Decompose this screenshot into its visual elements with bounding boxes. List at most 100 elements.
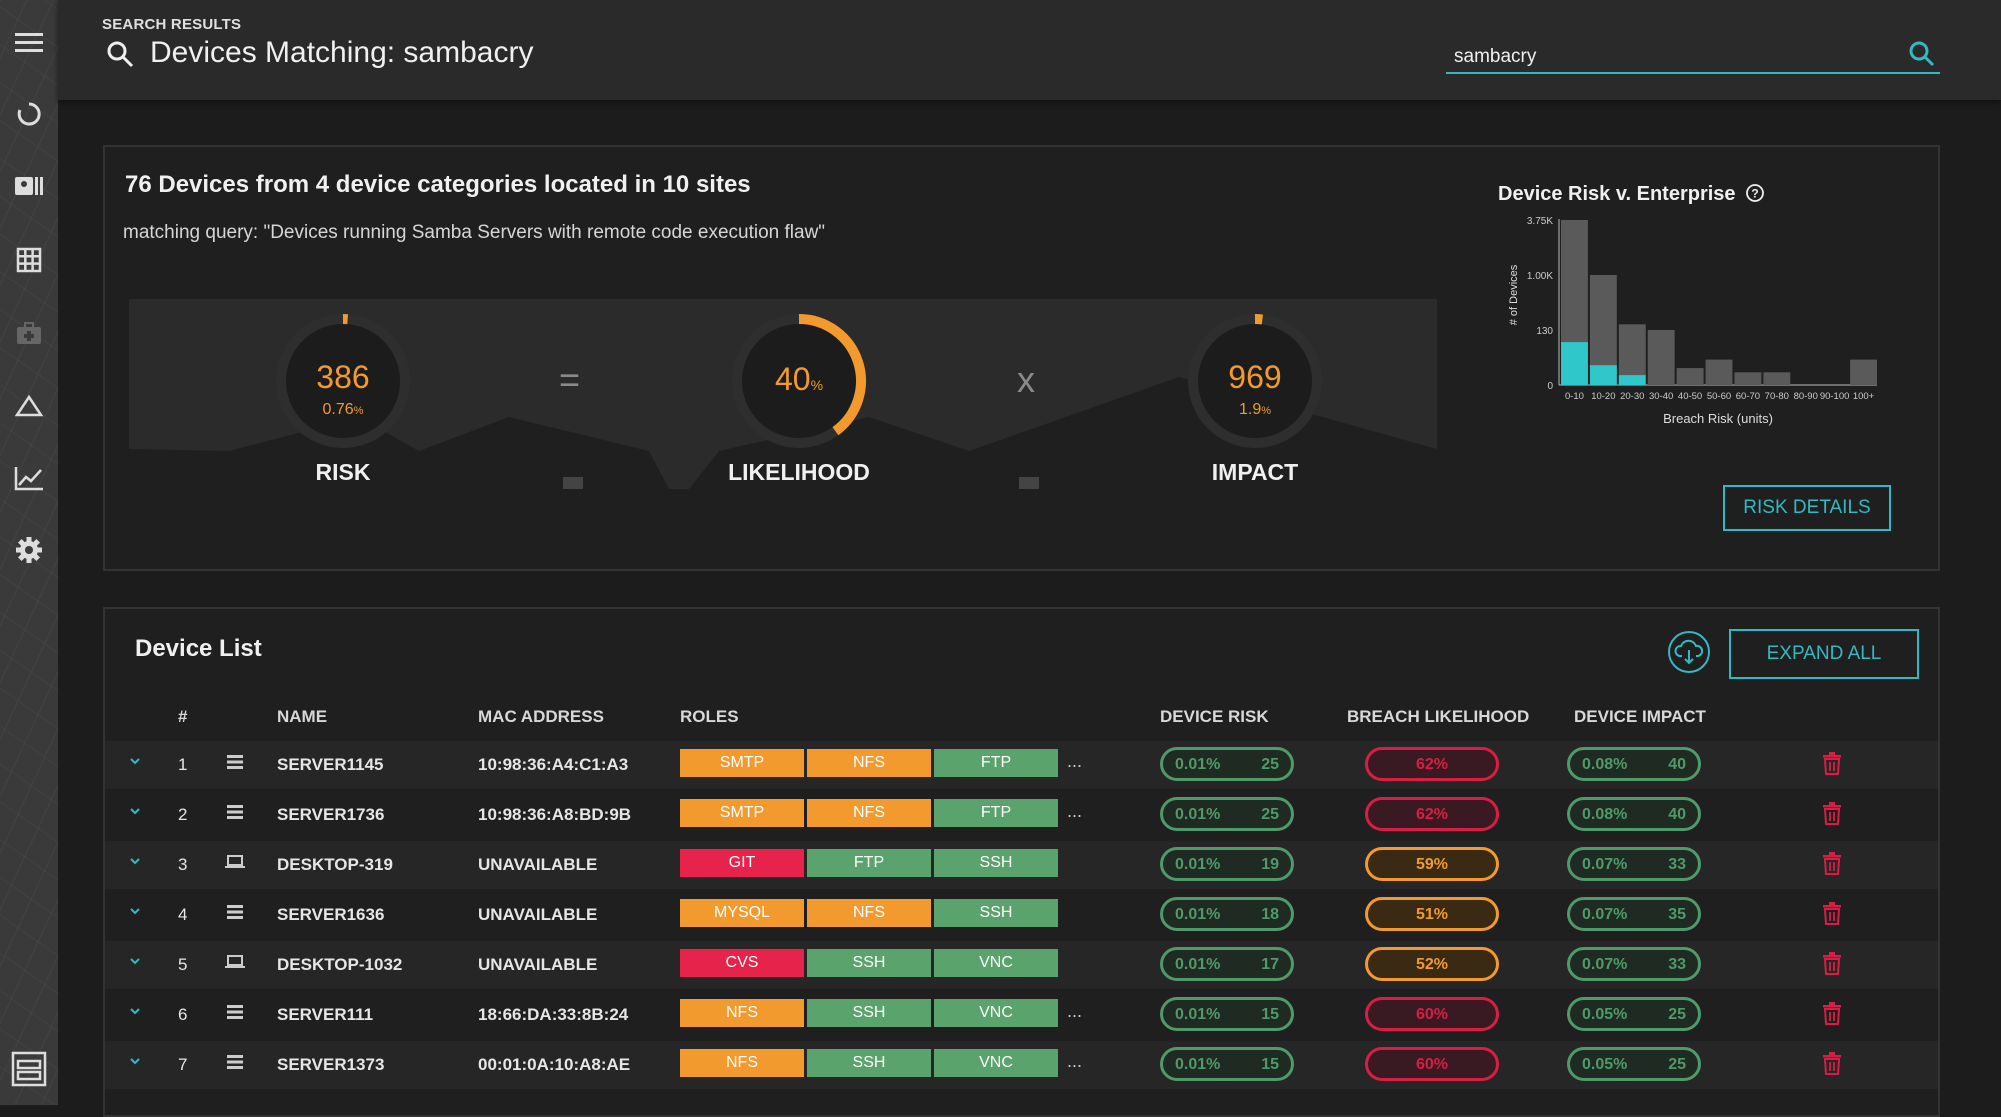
column-header-breach-likelihood[interactable]: BREACH LIKELIHOOD xyxy=(1347,707,1529,727)
more-roles[interactable]: ... xyxy=(1067,751,1082,772)
role-tag[interactable]: SSH xyxy=(934,899,1058,927)
role-tag[interactable]: FTP xyxy=(934,749,1058,777)
more-roles[interactable]: ... xyxy=(1067,1001,1082,1022)
expand-all-button[interactable]: EXPAND ALL xyxy=(1729,629,1919,679)
device-impact-value: 35 xyxy=(1668,906,1686,924)
device-impact-percent: 0.08% xyxy=(1582,756,1627,774)
role-tag[interactable]: SSH xyxy=(934,849,1058,877)
role-tag[interactable]: FTP xyxy=(807,849,931,877)
trash-icon[interactable] xyxy=(1821,1051,1843,1077)
device-risk-value: 19 xyxy=(1261,856,1279,874)
role-tag[interactable]: SSH xyxy=(807,1049,931,1077)
dashboard-icon[interactable] xyxy=(13,98,45,130)
role-tag[interactable]: NFS xyxy=(807,799,931,827)
times-operator: x xyxy=(1017,359,1035,401)
role-tag[interactable]: NFS xyxy=(680,1049,804,1077)
breach-likelihood-value: 52% xyxy=(1368,956,1496,974)
gear-icon[interactable] xyxy=(13,534,45,566)
device-name[interactable]: SERVER1736 xyxy=(277,805,384,825)
device-impact-pill: 0.08%40 xyxy=(1567,797,1701,831)
trend-icon[interactable] xyxy=(13,462,45,494)
trash-icon[interactable] xyxy=(1821,801,1843,827)
column-header-device-impact[interactable]: DEVICE IMPACT xyxy=(1574,707,1706,727)
role-tag[interactable]: SMTP xyxy=(680,749,804,777)
chevron-down-icon[interactable] xyxy=(127,903,147,923)
menu-icon[interactable] xyxy=(13,26,45,58)
role-tag[interactable]: GIT xyxy=(680,849,804,877)
device-name[interactable]: SERVER1373 xyxy=(277,1055,384,1075)
more-roles[interactable]: ... xyxy=(1067,801,1082,822)
trash-icon[interactable] xyxy=(1821,751,1843,777)
trash-icon[interactable] xyxy=(1821,901,1843,927)
search-input[interactable] xyxy=(1454,44,1894,70)
chevron-down-icon[interactable] xyxy=(127,753,147,773)
sidebar xyxy=(0,0,58,1105)
role-tag[interactable]: NFS xyxy=(807,899,931,927)
column-header-name[interactable]: NAME xyxy=(277,707,327,727)
devices-icon[interactable] xyxy=(13,170,45,202)
alert-icon[interactable] xyxy=(13,390,45,422)
device-risk-pill: 0.01%17 xyxy=(1160,947,1294,981)
role-tag[interactable]: SSH xyxy=(807,999,931,1027)
role-tag[interactable]: VNC xyxy=(934,1049,1058,1077)
trash-icon[interactable] xyxy=(1821,851,1843,877)
server-icon xyxy=(225,754,245,774)
row-number: 5 xyxy=(178,955,187,975)
role-tag[interactable]: NFS xyxy=(680,999,804,1027)
impact-value: 969 xyxy=(1185,359,1325,396)
grid-icon[interactable] xyxy=(13,244,45,276)
top-bar: SEARCH RESULTS Devices Matching: sambacr… xyxy=(58,0,2001,100)
column-header-mac[interactable]: MAC ADDRESS xyxy=(478,707,604,727)
chevron-down-icon[interactable] xyxy=(127,1053,147,1073)
help-icon[interactable]: ? xyxy=(1745,183,1765,203)
column-header-device-risk[interactable]: DEVICE RISK xyxy=(1160,707,1269,727)
role-tag[interactable]: CVS xyxy=(680,949,804,977)
device-name[interactable]: SERVER1636 xyxy=(277,905,384,925)
chevron-down-icon[interactable] xyxy=(127,803,147,823)
enterprise-bar xyxy=(1763,372,1790,385)
breach-likelihood-value: 60% xyxy=(1368,1006,1496,1024)
device-name[interactable]: SERVER111 xyxy=(277,1005,373,1025)
trash-icon[interactable] xyxy=(1821,1001,1843,1027)
role-tag[interactable]: NFS xyxy=(807,749,931,777)
enterprise-bar xyxy=(1677,368,1704,385)
role-tag[interactable]: VNC xyxy=(934,949,1058,977)
row-number: 2 xyxy=(178,805,187,825)
trash-icon[interactable] xyxy=(1821,951,1843,977)
device-impact-value: 25 xyxy=(1668,1006,1686,1024)
role-tag[interactable]: MYSQL xyxy=(680,899,804,927)
risk-percent: 0.76% xyxy=(273,401,413,419)
device-list-title: Device List xyxy=(135,635,262,663)
more-roles[interactable]: ... xyxy=(1067,1051,1082,1072)
impact-label: IMPACT xyxy=(1145,459,1365,486)
panel-icon[interactable] xyxy=(10,1050,48,1088)
device-name[interactable]: DESKTOP-319 xyxy=(277,855,393,875)
role-tag[interactable]: SMTP xyxy=(680,799,804,827)
chevron-down-icon[interactable] xyxy=(127,1003,147,1023)
role-tag[interactable]: SSH xyxy=(807,949,931,977)
device-impact-pill: 0.05%25 xyxy=(1567,997,1701,1031)
device-risk-value: 25 xyxy=(1261,806,1279,824)
role-tag[interactable]: FTP xyxy=(934,799,1058,827)
chevron-down-icon[interactable] xyxy=(127,853,147,873)
breach-likelihood-value: 59% xyxy=(1368,856,1496,874)
device-name[interactable]: SERVER1145 xyxy=(277,755,383,775)
device-risk-percent: 0.01% xyxy=(1175,1006,1220,1024)
download-icon[interactable] xyxy=(1668,631,1710,673)
laptop-icon xyxy=(225,954,245,974)
medical-icon[interactable] xyxy=(13,318,45,350)
search-icon[interactable] xyxy=(1908,40,1938,70)
chevron-down-icon[interactable] xyxy=(127,953,147,973)
y-tick-label: 3.75K xyxy=(1527,216,1553,227)
summary-card: 76 Devices from 4 device categories loca… xyxy=(103,145,1940,571)
risk-details-button[interactable]: RISK DETAILS xyxy=(1723,485,1891,531)
role-tag[interactable]: VNC xyxy=(934,999,1058,1027)
device-name[interactable]: DESKTOP-1032 xyxy=(277,955,402,975)
